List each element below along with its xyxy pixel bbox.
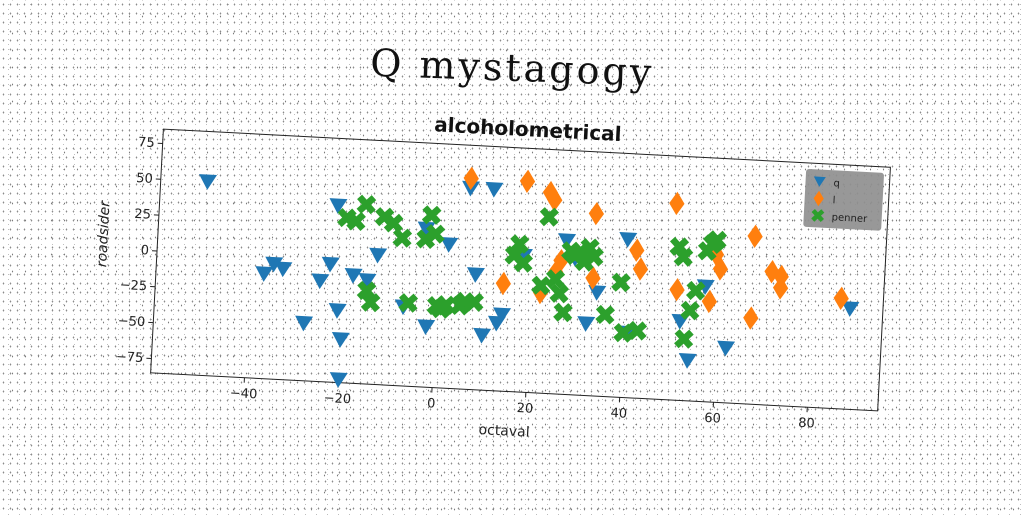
- data-point-q: [294, 316, 313, 332]
- data-point-penner: [598, 307, 613, 322]
- data-point-l: [495, 271, 512, 295]
- y-tick-label: −25: [119, 278, 147, 294]
- data-point-q: [255, 266, 274, 282]
- data-marks: [188, 152, 865, 414]
- legend: ql penner: [803, 169, 884, 231]
- data-point-l: [519, 169, 536, 193]
- x-tick-label: 60: [704, 411, 721, 427]
- y-tick-label: −75: [116, 350, 144, 366]
- y-tick-label: 0: [140, 243, 149, 258]
- y-tick-label: −50: [117, 314, 145, 330]
- data-point-l: [701, 289, 718, 313]
- data-point-penner: [555, 305, 570, 320]
- chart-title: alcoholometrical: [434, 112, 622, 146]
- data-point-l: [747, 224, 764, 248]
- x-tick-label: 40: [610, 406, 627, 422]
- data-point-q: [328, 303, 347, 319]
- legend-label-l: l: [832, 195, 835, 206]
- data-point-q: [329, 372, 348, 388]
- x-tick-label: 80: [798, 416, 815, 432]
- data-point-q: [588, 285, 607, 301]
- data-point-q: [716, 341, 735, 357]
- legend-label-q: q: [833, 178, 840, 189]
- data-point-l: [632, 257, 649, 281]
- x-axis-label: octaval: [478, 422, 530, 441]
- data-point-penner: [683, 303, 698, 318]
- data-point-q: [485, 182, 504, 198]
- x-tick-label: −20: [323, 391, 351, 407]
- legend-label-penner: penner: [831, 212, 868, 225]
- data-point-q: [331, 332, 350, 348]
- y-tick-label: 25: [134, 207, 151, 223]
- data-point-q: [321, 257, 340, 273]
- data-point-q: [344, 268, 363, 284]
- data-point-penner: [424, 207, 439, 222]
- data-point-penner: [676, 331, 691, 346]
- data-point-q: [416, 319, 435, 335]
- data-point-penner: [542, 209, 557, 224]
- x-tick-label: 20: [516, 401, 533, 417]
- y-tick-label: 75: [138, 135, 155, 151]
- data-point-l: [669, 191, 686, 215]
- data-point-q: [198, 174, 217, 190]
- data-point-penner: [395, 230, 410, 245]
- x-tick-label: −40: [229, 386, 257, 402]
- data-point-q: [311, 273, 330, 289]
- data-point-l: [669, 278, 686, 302]
- data-point-q: [274, 261, 293, 277]
- data-point-q: [368, 248, 387, 264]
- data-point-q: [466, 267, 485, 283]
- data-point-q: [678, 353, 697, 369]
- data-point-penner: [613, 275, 628, 290]
- data-point-q: [472, 328, 491, 344]
- data-point-l: [743, 306, 760, 330]
- data-point-l: [588, 202, 605, 226]
- data-point-penner: [359, 197, 374, 212]
- y-tick-label: 50: [136, 171, 153, 187]
- data-point-q: [576, 316, 595, 332]
- data-point-penner: [688, 283, 703, 298]
- y-axis-label: roadsider: [94, 199, 114, 267]
- x-tick-label: 0: [427, 396, 436, 411]
